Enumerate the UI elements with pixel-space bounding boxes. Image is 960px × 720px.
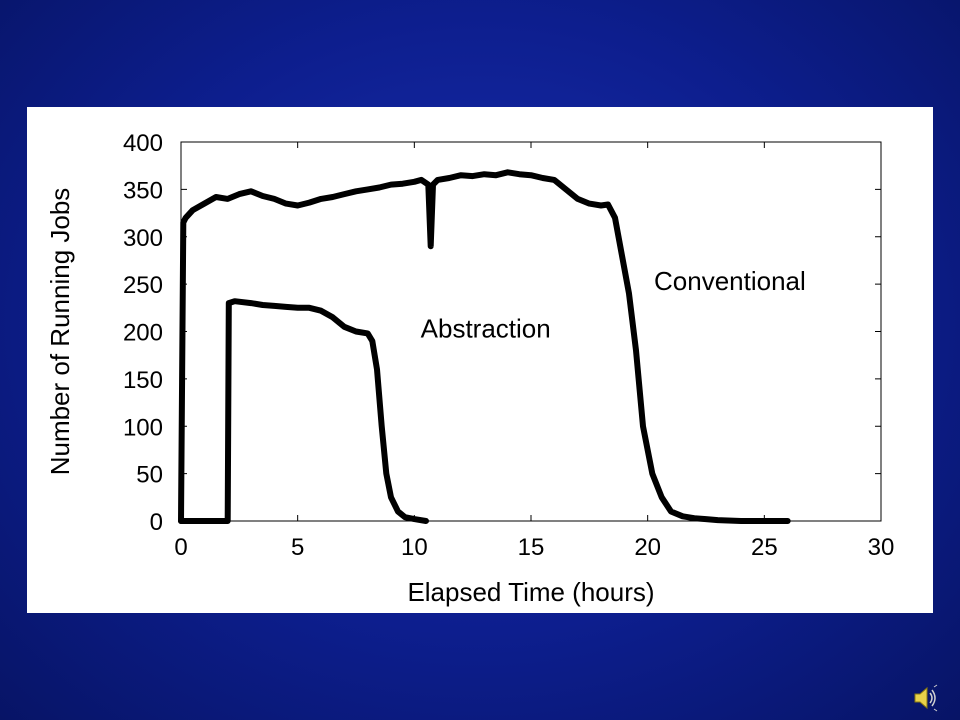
annotation-abstraction: Abstraction (421, 314, 551, 344)
x-tick-label: 0 (174, 534, 187, 561)
x-tick-label: 10 (401, 534, 428, 561)
y-tick-label: 100 (123, 414, 163, 441)
y-tick-label: 400 (123, 130, 163, 157)
y-tick-label: 200 (123, 320, 163, 347)
y-tick-label: 0 (150, 509, 163, 536)
x-tick-label: 30 (868, 534, 895, 561)
series-line-conventional (178, 169, 791, 524)
y-tick-label: 250 (123, 272, 163, 299)
y-axis-label: Number of Running Jobs (45, 188, 75, 476)
x-tick-label: 25 (751, 534, 778, 561)
series-line-abstraction (178, 298, 429, 524)
chart-panel: 0 5 10 15 20 25 30 0 50 100 150 200 250 300 350 400 Ela… (27, 107, 933, 613)
x-axis-label: Elapsed Time (hours) (407, 577, 654, 607)
y-tick-label: 50 (136, 462, 163, 489)
annotation-conventional: Conventional (654, 266, 806, 296)
y-tick-label: 150 (123, 367, 163, 394)
x-tick-label: 15 (518, 534, 545, 561)
x-tick-label: 5 (291, 534, 304, 561)
y-tick-label: 300 (123, 225, 163, 252)
x-tick-label: 20 (634, 534, 661, 561)
y-tick-label: 350 (123, 177, 163, 204)
speaker-icon[interactable] (912, 684, 940, 712)
